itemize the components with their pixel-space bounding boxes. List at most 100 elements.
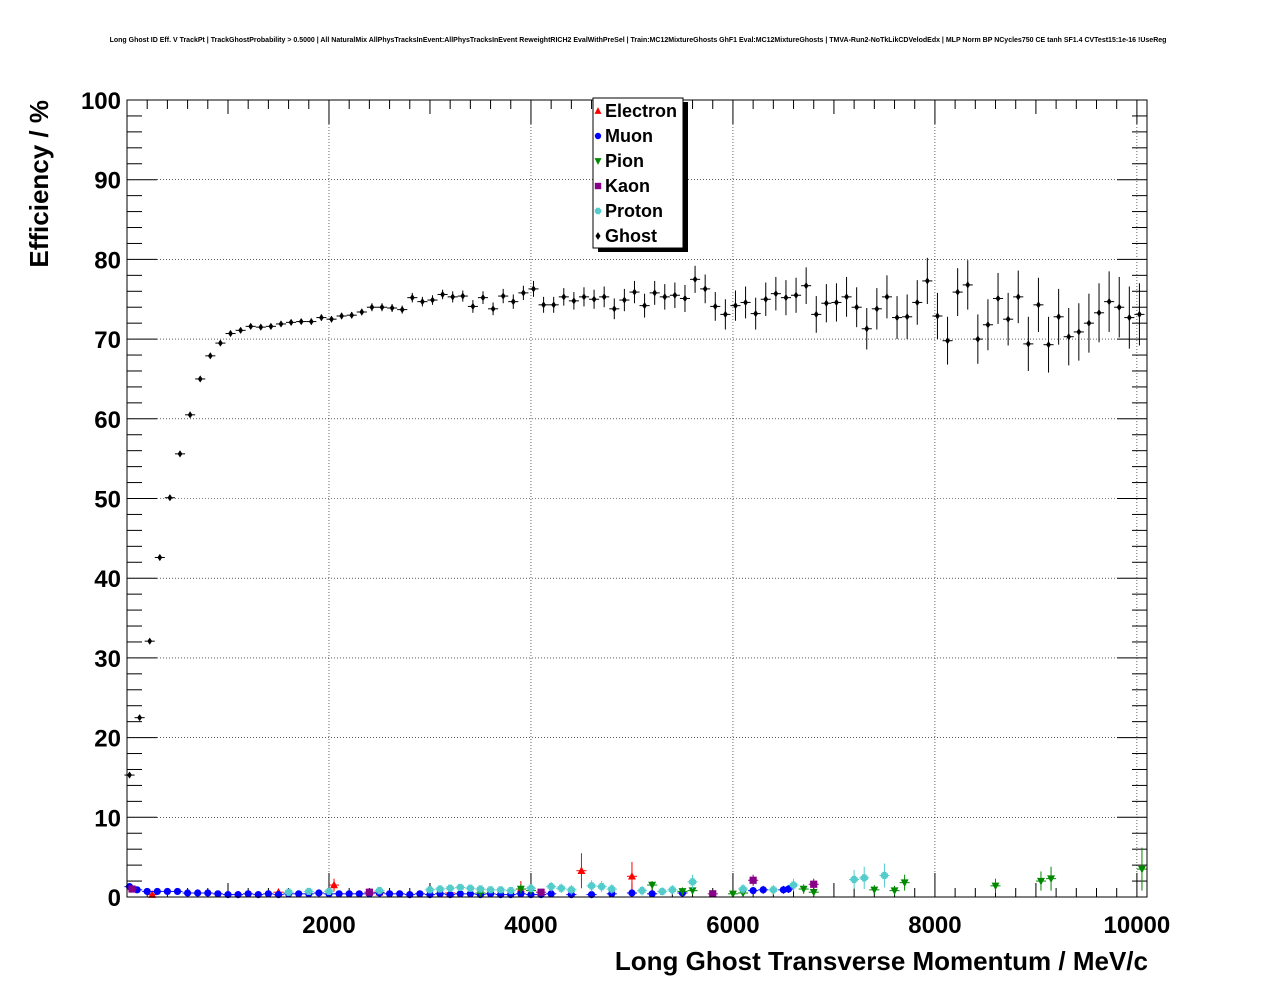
data-point: [880, 871, 889, 880]
legend: Electron Muon Pion Kaon Proton Ghost: [592, 97, 688, 252]
data-point: [648, 890, 656, 898]
data-point: [426, 886, 434, 894]
data-point: [288, 318, 294, 326]
data-point: [349, 311, 355, 319]
data-point: [345, 890, 353, 898]
y-tick-label: 30: [94, 646, 121, 673]
data-point: [638, 887, 646, 895]
data-point: [577, 866, 586, 874]
data-point: [490, 305, 496, 313]
y-tick-label: 90: [94, 168, 121, 195]
data-point: [177, 450, 183, 458]
data-point: [935, 312, 940, 320]
data-point: [985, 321, 991, 329]
data-point: [874, 305, 880, 313]
data-point: [244, 890, 252, 898]
data-point: [187, 411, 193, 419]
data-point: [365, 888, 373, 896]
x-tick-label: 4000: [504, 912, 557, 939]
data-point: [864, 325, 870, 333]
data-point: [1047, 875, 1056, 883]
y-tick-label: 0: [108, 885, 121, 912]
data-point: [248, 322, 254, 330]
data-point: [678, 888, 687, 896]
data-point: [1116, 303, 1122, 311]
data-point: [591, 295, 597, 303]
data-point: [339, 312, 345, 320]
data-point: [541, 301, 546, 309]
data-point: [396, 890, 404, 898]
data-point: [315, 889, 323, 897]
data-point: [975, 335, 981, 343]
data-point: [632, 288, 637, 296]
data-point: [799, 885, 808, 894]
data-point: [789, 881, 798, 889]
data-point: [379, 303, 385, 311]
data-point: [214, 890, 222, 898]
data-point: [924, 277, 930, 285]
data-point: [207, 352, 213, 360]
y-tick-label: 10: [94, 805, 121, 832]
data-point: [1025, 340, 1031, 348]
data-point: [1106, 298, 1112, 306]
series-electron: [147, 853, 637, 898]
data-point: [884, 293, 890, 301]
data-point: [914, 298, 920, 307]
data-point: [268, 322, 274, 330]
data-point: [749, 887, 757, 895]
series-ghost: [124, 257, 1145, 779]
data-point: [739, 885, 747, 893]
data-point: [662, 293, 668, 301]
data-point: [890, 887, 899, 895]
data-point: [228, 329, 233, 338]
data-point: [611, 305, 617, 313]
data-point: [702, 285, 708, 293]
data-point: [497, 886, 505, 894]
data-point: [844, 293, 849, 301]
data-point: [385, 890, 394, 898]
data-point: [894, 313, 900, 322]
data-point: [460, 292, 466, 300]
data-point: [531, 285, 536, 293]
y-axis-title: Efficiency / %: [24, 100, 54, 268]
data-point: [551, 301, 557, 309]
chart-title: Long Ghost ID Eff. V TrackPt | TrackGhos…: [110, 37, 1167, 44]
data-point: [652, 289, 658, 297]
data-point: [763, 295, 769, 303]
data-point: [587, 891, 596, 899]
data-point: [773, 290, 779, 298]
data-point: [995, 294, 1001, 303]
data-point: [728, 890, 737, 899]
data-point: [1066, 333, 1072, 341]
data-point: [712, 302, 718, 311]
data-point: [456, 883, 464, 892]
data-point: [672, 291, 678, 299]
legend-marker-kaon: [594, 182, 602, 190]
data-point: [507, 887, 515, 895]
data-point: [446, 891, 454, 899]
data-point: [991, 882, 1000, 891]
data-point: [627, 871, 636, 880]
data-point: [416, 890, 424, 898]
data-point: [375, 887, 384, 895]
y-tick-label: 50: [94, 487, 121, 514]
data-point: [945, 337, 950, 345]
data-point: [1126, 313, 1132, 322]
data-point: [319, 313, 324, 322]
data-point: [409, 294, 415, 302]
legend-marker-electron: [594, 107, 602, 114]
data-point: [1137, 310, 1142, 318]
tick-labels: 0 10 20 30 40 50 60 70 80 90 100 2000 4000 6000 8000 10…: [81, 88, 1170, 939]
data-point: [823, 299, 829, 307]
data-point: [163, 887, 171, 896]
data-point: [359, 308, 365, 316]
data-point: [440, 290, 445, 299]
data-point: [329, 315, 334, 323]
data-point: [153, 887, 161, 896]
data-point: [1137, 865, 1146, 874]
data-point: [537, 888, 545, 896]
data-point: [733, 302, 738, 310]
data-point: [601, 293, 607, 301]
data-point: [628, 889, 636, 897]
legend-label-electron: Electron: [605, 101, 677, 121]
